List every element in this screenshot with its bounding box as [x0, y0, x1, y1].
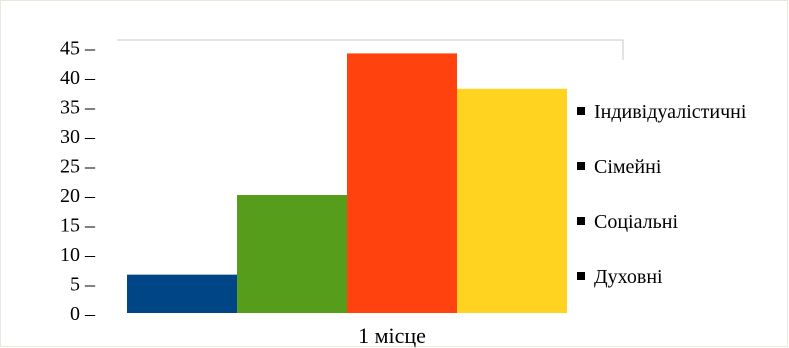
x-axis-labels: 1 місце: [358, 323, 426, 348]
y-tick-label: 5 –: [70, 274, 96, 296]
bar-2: [237, 195, 347, 313]
y-tick-label: 35 –: [60, 97, 96, 119]
y-tick-label: 15 –: [60, 215, 96, 237]
legend-marker: [577, 272, 585, 280]
legend-label: Духовні: [594, 266, 663, 288]
legend: Індивідуалістичні Сімейні Соціальні Духовні: [577, 101, 747, 288]
y-tick-label: 10 –: [60, 244, 96, 266]
y-axis-ticks: 0 – 5 – 10 – 15 – 20 – 25 – 30 – 35 – 40 – 45 –: [60, 38, 96, 326]
legend-label: Індивідуалістичні: [594, 101, 747, 123]
x-category-label: 1 місце: [358, 323, 426, 348]
y-tick-label: 45 –: [60, 38, 96, 60]
plot-area-frame: [117, 39, 624, 60]
legend-marker: [577, 217, 585, 225]
bars-group: [127, 53, 567, 314]
plot-frame-line: [117, 39, 624, 60]
bar-4: [457, 88, 567, 313]
legend-marker: [577, 107, 585, 115]
y-tick-label: 30 –: [60, 126, 96, 148]
legend-label: Соціальні: [594, 211, 678, 233]
y-tick-label: 0 –: [70, 303, 96, 325]
legend-marker: [577, 162, 585, 170]
bar-3: [347, 53, 457, 314]
y-tick-label: 20 –: [60, 185, 96, 207]
y-tick-label: 40 –: [60, 67, 96, 89]
bar-1: [127, 274, 237, 313]
y-tick-label: 25 –: [60, 156, 96, 178]
legend-label: Сімейні: [594, 156, 662, 178]
